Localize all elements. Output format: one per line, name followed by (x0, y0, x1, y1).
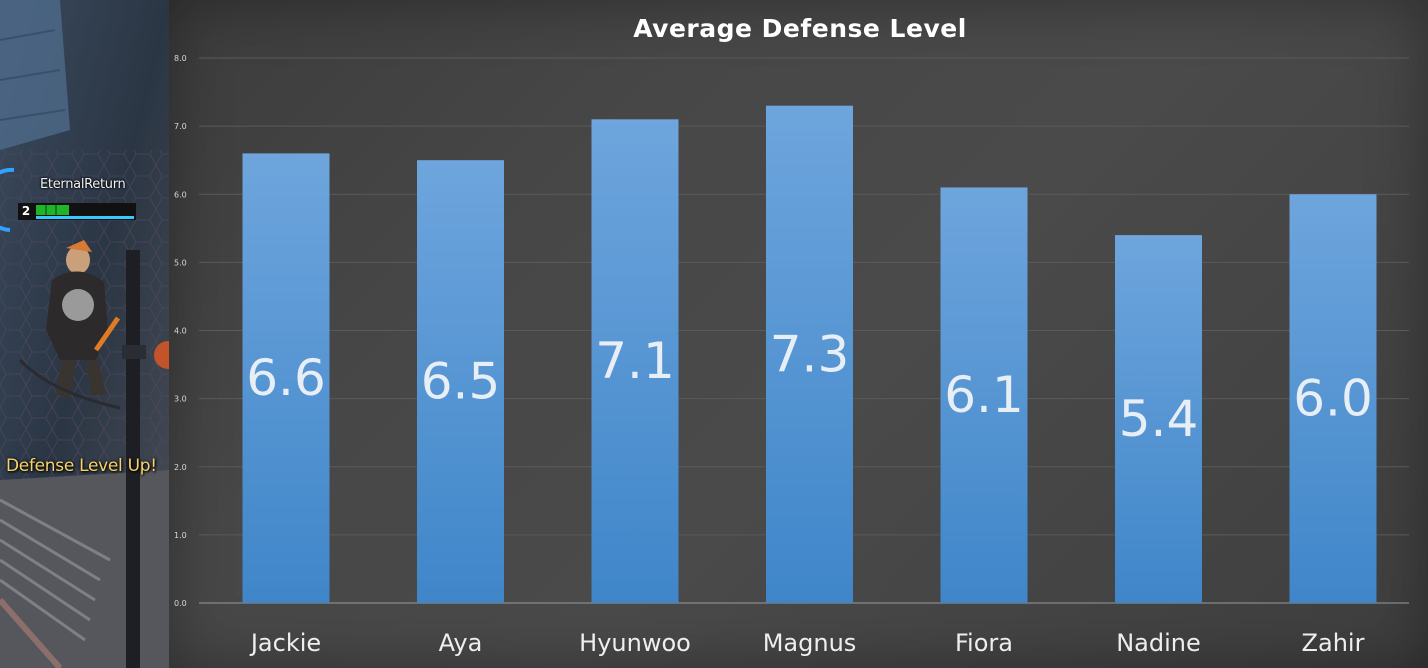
data-label: 6.5 (421, 353, 501, 411)
y-tick-label: 4.0 (174, 327, 187, 336)
chart-panel: Average Defense Level 0.0 1.0 2.0 3.0 4.0 5.0… (169, 0, 1428, 668)
data-label: 7.3 (770, 325, 850, 383)
y-tick-label: 0.0 (174, 599, 187, 608)
bar-nadine (1115, 235, 1202, 603)
bar-zahir (1289, 194, 1377, 603)
x-tick-label: Aya (439, 629, 483, 657)
y-tick-label: 5.0 (174, 258, 187, 267)
bar-chart: Average Defense Level 0.0 1.0 2.0 3.0 4.0 5.0… (174, 14, 1409, 657)
y-tick-label: 1.0 (174, 531, 187, 540)
x-tick-label: Magnus (763, 629, 857, 657)
chart-title: Average Defense Level (633, 14, 967, 43)
defense-level-up-notification: Defense Level Up! (6, 456, 157, 476)
data-label: 7.1 (595, 332, 675, 390)
bar-hyunwoo (591, 119, 679, 603)
y-tick-label: 6.0 (174, 190, 187, 199)
data-label: 6.0 (1293, 370, 1373, 428)
data-label: 6.1 (944, 366, 1024, 424)
player-name-label: EternalReturn (40, 177, 126, 192)
y-tick-label: 8.0 (174, 54, 187, 63)
bar-aya (417, 160, 504, 603)
data-label: 6.6 (246, 349, 326, 407)
x-tick-label: Fiora (955, 629, 1013, 657)
bars (242, 105, 1377, 603)
data-labels: 6.6 6.5 7.1 7.3 6.1 5.4 6.0 (246, 325, 1373, 448)
bar-fiora (940, 187, 1028, 603)
y-tick-label: 3.0 (174, 395, 187, 404)
x-tick-label: Jackie (249, 629, 321, 657)
y-tick-label: 2.0 (174, 463, 187, 472)
x-tick-label: Zahir (1302, 629, 1365, 657)
player-level-badge: 2 (21, 204, 31, 218)
bar-jackie (242, 153, 330, 603)
x-tick-label: Nadine (1116, 629, 1201, 657)
x-tick-label: Hyunwoo (579, 629, 691, 657)
bar-magnus (766, 105, 853, 603)
x-axis-ticks: Jackie Aya Hyunwoo Magnus Fiora Nadine Zahir (249, 629, 1365, 657)
y-axis-ticks: 0.0 1.0 2.0 3.0 4.0 5.0 6.0 7.0 8.0 (174, 54, 187, 608)
y-tick-label: 7.0 (174, 122, 187, 131)
data-label: 5.4 (1119, 390, 1199, 448)
